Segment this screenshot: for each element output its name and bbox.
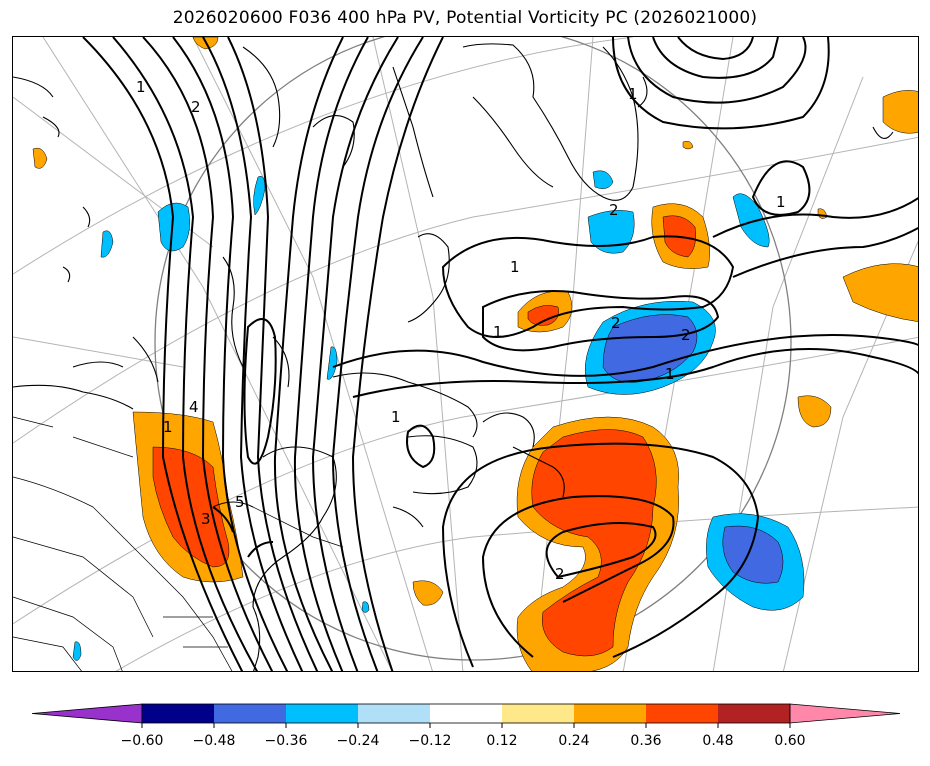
colorbar-extend-high (789, 703, 901, 724)
colorbar-tick-label: −0.12 (409, 733, 452, 749)
contour-label: 2 (609, 201, 619, 219)
colorbar-extend-low (31, 703, 143, 724)
contour-label: 4 (189, 398, 199, 416)
colorbar-cell (142, 704, 214, 723)
colorbar-tick-label: 0.60 (774, 733, 805, 749)
colorbar-cells (31, 703, 901, 724)
contour-label: 1 (510, 258, 520, 276)
colorbar-cell (646, 704, 718, 723)
pv-contours (82, 37, 918, 671)
reference-circle (154, 37, 792, 661)
map-title: 2026020600 F036 400 hPa PV, Potential Vo… (172, 8, 758, 28)
colorbar-cell (214, 704, 286, 723)
contour-label: 1 (776, 193, 786, 211)
map-panel: 1 2 1 2 2 1 1 1 2 1 4 5 3 1 2 1 (12, 36, 919, 672)
contour-label: 2 (555, 565, 565, 583)
contour-label: 1 (163, 418, 173, 436)
colorbar-tick-label: −0.36 (265, 733, 308, 749)
colorbar-tick-label: −0.60 (121, 733, 164, 749)
colorbar-tick-label: 0.48 (702, 733, 733, 749)
contour-label: 2 (191, 98, 201, 116)
colorbar-cell (502, 704, 574, 723)
colorbar-tick-label: 0.12 (486, 733, 517, 749)
colorbar-cell (286, 704, 358, 723)
contour-label: 2 (611, 314, 621, 332)
colorbar: −0.60 −0.48 −0.36 −0.24 −0.12 0.12 0.24 0.36 0.4… (0, 700, 930, 760)
colorbar-tick-label: 0.36 (630, 733, 661, 749)
colorbar-cell (718, 704, 790, 723)
contour-label: 5 (235, 493, 245, 511)
contour-label: 2 (681, 326, 691, 344)
colorbar-cell (574, 704, 646, 723)
colorbar-ticks (141, 723, 791, 728)
colorbar-labels: −0.60 −0.48 −0.36 −0.24 −0.12 0.12 0.24 0.36 0.4… (121, 733, 806, 749)
colorbar-cell (430, 704, 502, 723)
colorbar-canvas: −0.60 −0.48 −0.36 −0.24 −0.12 0.12 0.24 0.36 0.4… (31, 703, 901, 749)
colorbar-tick-label: −0.24 (337, 733, 380, 749)
colorbar-tick-label: 0.24 (558, 733, 589, 749)
contour-label: 1 (391, 408, 401, 426)
contour-label: 3 (201, 510, 211, 528)
admin-borders (13, 416, 344, 671)
contour-label: 1 (136, 78, 146, 96)
positive-anomaly-shading (32, 37, 918, 671)
colorbar-cell (358, 704, 430, 723)
contour-label: 1 (628, 85, 638, 103)
contour-labels: 1 2 1 2 2 1 1 1 2 1 4 5 3 1 2 1 (136, 78, 786, 583)
contour-label: 1 (493, 323, 503, 341)
negative-anomaly-shading (72, 170, 805, 661)
map-canvas: 1 2 1 2 2 1 1 1 2 1 4 5 3 1 2 1 (13, 37, 918, 671)
colorbar-outline (141, 703, 791, 724)
contour-label: 1 (665, 365, 675, 383)
colorbar-tick-label: −0.48 (193, 733, 236, 749)
